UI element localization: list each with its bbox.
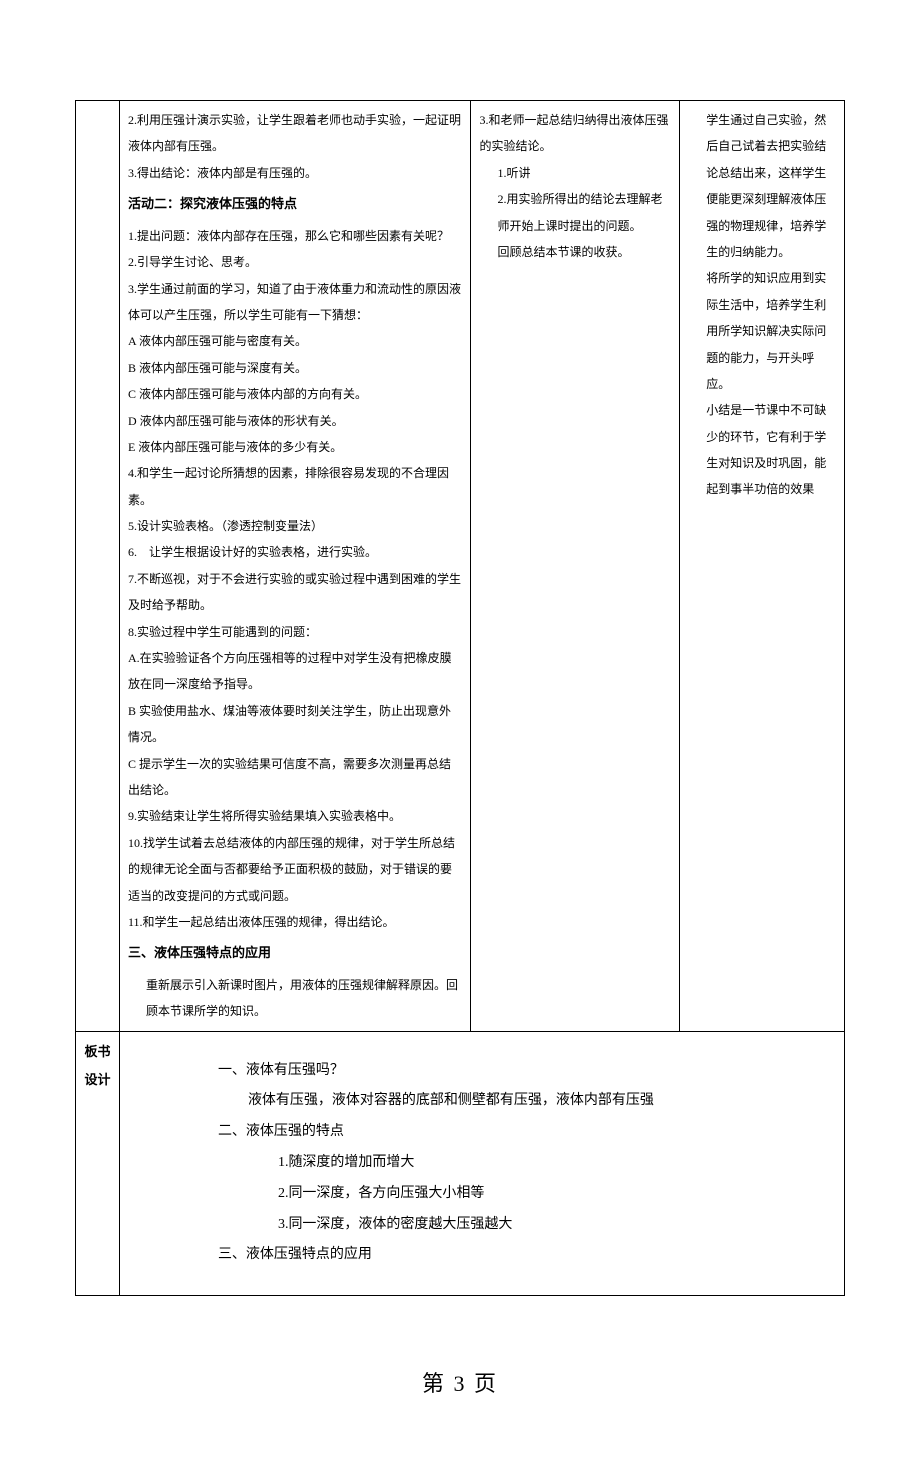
text: 液体有压强，液体对容器的底部和侧壁都有压强，液体内部有压强 xyxy=(218,1086,836,1117)
row1-label-cell xyxy=(76,101,120,1032)
text: 3.和老师一起总结归纳得出液体压强的实验结论。 xyxy=(479,113,668,153)
text: 4.和学生一起讨论所猜想的因素，排除很容易发现的不合理因素。 xyxy=(128,466,449,506)
text: E 液体内部压强可能与液体的多少有关。 xyxy=(128,440,342,454)
text: B 液体内部压强可能与深度有关。 xyxy=(128,361,307,375)
text: C 提示学生一次的实验结果可信度不高，需要多次测量再总结出结论。 xyxy=(128,757,451,797)
text: 二、液体压强的特点 xyxy=(218,1124,344,1139)
text: 6. 让学生根据设计好的实验表格，进行实验。 xyxy=(128,545,377,559)
text: 2.用实验所得出的结论去理解老师开始上课时提出的问题。 xyxy=(479,186,671,239)
text: 1.听讲 xyxy=(479,160,671,186)
teacher-activity-cell: 2.利用压强计演示实验，让学生跟着老师也动手实验，一起证明液体内部有压强。 3.… xyxy=(119,101,471,1032)
text: 3.同一深度，液体的密度越大压强越大 xyxy=(218,1210,836,1241)
text: 3.学生通过前面的学习，知道了由于液体重力和流动性的原因液体可以产生压强，所以学… xyxy=(128,282,461,322)
board-design-label: 板书设计 xyxy=(76,1031,120,1296)
text: B 实验使用盐水、煤油等液体要时刻关注学生，防止出现意外情况。 xyxy=(128,704,451,744)
text: 三、液体压强特点的应用 xyxy=(218,1247,372,1262)
content-row: 2.利用压强计演示实验，让学生跟着老师也动手实验，一起证明液体内部有压强。 3.… xyxy=(76,101,845,1032)
text: A 液体内部压强可能与密度有关。 xyxy=(128,334,307,348)
text: 重新展示引入新课时图片，用液体的压强规律解释原因。回顾本节课所学的知识。 xyxy=(128,972,463,1025)
text: 一、液体有压强吗？ xyxy=(218,1063,344,1078)
text: 2.利用压强计演示实验，让学生跟着老师也动手实验，一起证明液体内部有压强。 xyxy=(128,113,461,153)
text: 学生通过自己实验，然后自己试着去把实验结论总结出来，这样学生便能更深刻理解液体压… xyxy=(688,107,836,265)
text: 2.引导学生讨论、思考。 xyxy=(128,255,257,269)
label-text: 板书设计 xyxy=(84,1044,110,1088)
section-3-heading: 三、液体压强特点的应用 xyxy=(128,939,463,968)
student-activity-cell: 3.和老师一起总结归纳得出液体压强的实验结论。 1.听讲 2.用实验所得出的结论… xyxy=(471,101,680,1032)
text: 9.实验结束让学生将所得实验结果填入实验表格中。 xyxy=(128,809,401,823)
text: 10.找学生试着去总结液体的内部压强的规律，对于学生所总结的规律无论全面与否都要… xyxy=(128,836,455,903)
text: 回顾总结本节课的收获。 xyxy=(479,239,671,265)
document-page: 2.利用压强计演示实验，让学生跟着老师也动手实验，一起证明液体内部有压强。 3.… xyxy=(0,0,920,1336)
text: C 液体内部压强可能与液体内部的方向有关。 xyxy=(128,387,367,401)
text: 小结是一节课中不可缺少的环节，它有利于学生对知识及时巩固，能起到事半功倍的效果 xyxy=(688,397,836,503)
text: 1.随深度的增加而增大 xyxy=(218,1148,836,1179)
text: D 液体内部压强可能与液体的形状有关。 xyxy=(128,414,344,428)
text: 1.提出问题：液体内部存在压强，那么它和哪些因素有关呢？ xyxy=(128,229,449,243)
text: 7.不断巡视，对于不会进行实验的或实验过程中遇到困难的学生及时给予帮助。 xyxy=(128,572,461,612)
text: 2.同一深度，各方向压强大小相等 xyxy=(218,1179,836,1210)
text: 8.实验过程中学生可能遇到的问题： xyxy=(128,625,317,639)
activity-2-heading: 活动二：探究液体压强的特点 xyxy=(128,190,463,219)
text: 11.和学生一起总结出液体压强的规律，得出结论。 xyxy=(128,915,395,929)
page-number: 第 3 页 xyxy=(0,1336,920,1458)
design-intent-cell: 学生通过自己实验，然后自己试着去把实验结论总结出来，这样学生便能更深刻理解液体压… xyxy=(680,101,845,1032)
text: A.在实验验证各个方向压强相等的过程中对学生没有把橡皮膜放在同一深度给予指导。 xyxy=(128,651,452,691)
text: 3.得出结论：液体内部是有压强的。 xyxy=(128,166,317,180)
lesson-plan-table: 2.利用压强计演示实验，让学生跟着老师也动手实验，一起证明液体内部有压强。 3.… xyxy=(75,100,845,1296)
board-design-content: 一、液体有压强吗？ 液体有压强，液体对容器的底部和侧壁都有压强，液体内部有压强 … xyxy=(119,1031,844,1296)
text: 5.设计实验表格。（渗透控制变量法） xyxy=(128,519,323,533)
text: 将所学的知识应用到实际生活中，培养学生利用所学知识解决实际问题的能力，与开头呼应… xyxy=(688,265,836,397)
board-design-row: 板书设计 一、液体有压强吗？ 液体有压强，液体对容器的底部和侧壁都有压强，液体内… xyxy=(76,1031,845,1296)
